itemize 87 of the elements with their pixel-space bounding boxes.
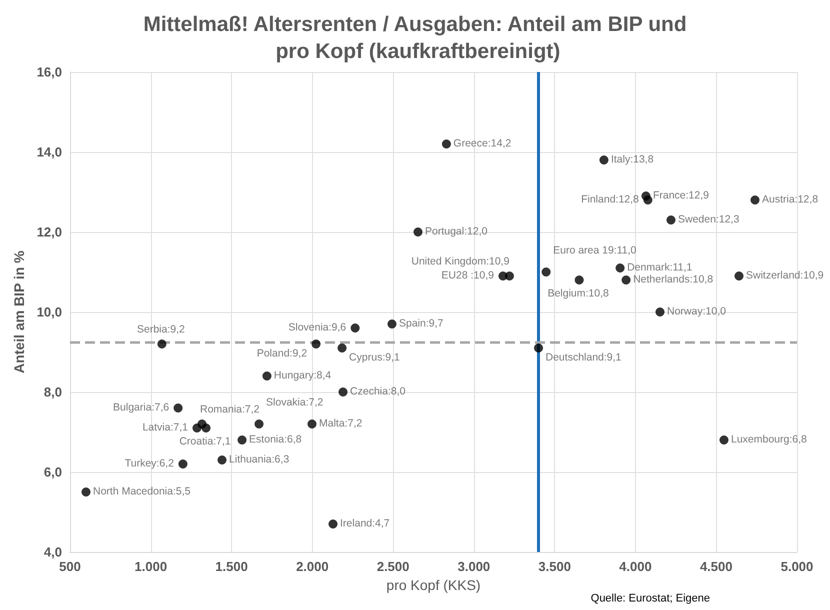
data-label: Belgium:10,8 bbox=[548, 288, 610, 300]
data-label: Lithuania:6,3 bbox=[229, 454, 290, 466]
point bbox=[442, 140, 451, 148]
y-tick-label: 14,0 bbox=[36, 144, 62, 160]
x-tick-label: 2.000 bbox=[296, 559, 329, 574]
data-label: Croatia:7,1 bbox=[179, 436, 231, 448]
data-label: Poland:9,2 bbox=[256, 348, 308, 360]
point bbox=[82, 488, 90, 496]
point bbox=[202, 424, 211, 432]
data-label: Denmark:11,1 bbox=[627, 262, 692, 274]
y-tick-label: 12,0 bbox=[36, 224, 62, 240]
source-note: Quelle: Eurostat; Eigene bbox=[590, 592, 710, 604]
point bbox=[534, 344, 544, 352]
point bbox=[574, 276, 584, 284]
x-tick-label: 1.500 bbox=[215, 559, 248, 574]
point bbox=[338, 344, 347, 352]
point bbox=[498, 272, 508, 280]
data-label: Romania:7,2 bbox=[200, 404, 260, 416]
data-label: Slovenia:9,6 bbox=[288, 322, 346, 334]
point bbox=[238, 436, 247, 444]
point bbox=[254, 420, 264, 428]
x-tick-label: 3.500 bbox=[538, 559, 571, 574]
x-tick-label: 500 bbox=[59, 559, 81, 574]
x-tick-label: 5.000 bbox=[780, 559, 814, 574]
data-label: United Kingdom:10,9 bbox=[411, 256, 510, 268]
data-label: France:12,9 bbox=[652, 190, 710, 202]
data-label: North Macedonia:5,5 bbox=[92, 486, 191, 498]
data-label: Czechia:8,0 bbox=[350, 386, 406, 398]
point bbox=[312, 340, 321, 348]
y-tick-label: 6,0 bbox=[44, 464, 62, 480]
data-label: Estonia:6,8 bbox=[249, 434, 302, 446]
y-tick-label: 10,0 bbox=[36, 304, 62, 320]
point bbox=[308, 420, 317, 428]
chart-title: Mittelmaß! Altersrenten / Ausgaben: Anteil am BIP und pro Kopf (kaufkraftbereinigt) bbox=[143, 13, 687, 63]
x-tick-label: 4.500 bbox=[700, 559, 732, 574]
data-label: Cyprus:9,1 bbox=[349, 352, 400, 364]
point bbox=[719, 436, 728, 444]
x-tick-label: 3.000 bbox=[458, 559, 490, 574]
x-tick-label: 4.000 bbox=[619, 559, 652, 574]
point bbox=[656, 308, 664, 316]
data-label: Luxembourg:6,8 bbox=[730, 434, 808, 446]
y-axis-title: Anteil am BIP in % bbox=[10, 250, 27, 374]
point bbox=[218, 456, 227, 464]
data-label: Ireland:4,7 bbox=[340, 518, 390, 530]
point bbox=[387, 320, 396, 328]
x-tick-label: 1.000 bbox=[134, 559, 168, 574]
data-label: EU28 :10,9 bbox=[441, 270, 494, 282]
data-label: Deutschland:9,1 bbox=[546, 352, 622, 364]
data-label: Switzerland:10,9 bbox=[746, 270, 824, 282]
data-label: Austria:12,8 bbox=[762, 194, 818, 206]
point bbox=[174, 404, 183, 412]
point bbox=[622, 276, 631, 284]
data-label: Euro area 19:11,0 bbox=[553, 244, 637, 256]
data-label: Norway:10,0 bbox=[667, 306, 726, 318]
point bbox=[666, 216, 676, 224]
point bbox=[262, 372, 272, 380]
y-tick-label: 8,0 bbox=[44, 384, 62, 400]
x-tick-label: 2.500 bbox=[376, 559, 410, 574]
data-label: Serbia:9,2 bbox=[136, 324, 186, 336]
data-label: Hungary:8,4 bbox=[274, 370, 332, 382]
point bbox=[328, 520, 338, 528]
point bbox=[734, 272, 744, 280]
data-label: Finland:12,8 bbox=[581, 194, 640, 206]
x-axis-title: pro Kopf (KKS) bbox=[386, 577, 481, 593]
point bbox=[542, 268, 551, 276]
data-label: Turkey:6,2 bbox=[124, 458, 174, 470]
point bbox=[338, 388, 348, 396]
point bbox=[643, 196, 652, 204]
y-tick-label: 16,0 bbox=[36, 64, 62, 80]
point bbox=[750, 196, 760, 204]
data-label: Latvia:7,1 bbox=[142, 422, 188, 434]
y-tick-label: 4,0 bbox=[44, 544, 62, 560]
data-label: Sweden:12,3 bbox=[678, 214, 740, 226]
point bbox=[178, 460, 188, 468]
point bbox=[157, 340, 166, 348]
point bbox=[616, 264, 625, 272]
data-label: Italy:13,8 bbox=[610, 154, 654, 166]
data-label: Spain:9,7 bbox=[398, 318, 444, 330]
data-label: Malta:7,2 bbox=[319, 418, 362, 430]
point bbox=[414, 228, 422, 236]
data-label: Bulgaria:7,6 bbox=[113, 402, 170, 414]
point bbox=[350, 324, 360, 332]
data-label: Portugal:12,0 bbox=[424, 226, 488, 238]
point bbox=[599, 156, 608, 164]
data-label: Greece:14,2 bbox=[453, 138, 512, 150]
data-label: Slovakia:7,2 bbox=[266, 396, 324, 408]
data-label: Netherlands:10,8 bbox=[633, 274, 714, 286]
